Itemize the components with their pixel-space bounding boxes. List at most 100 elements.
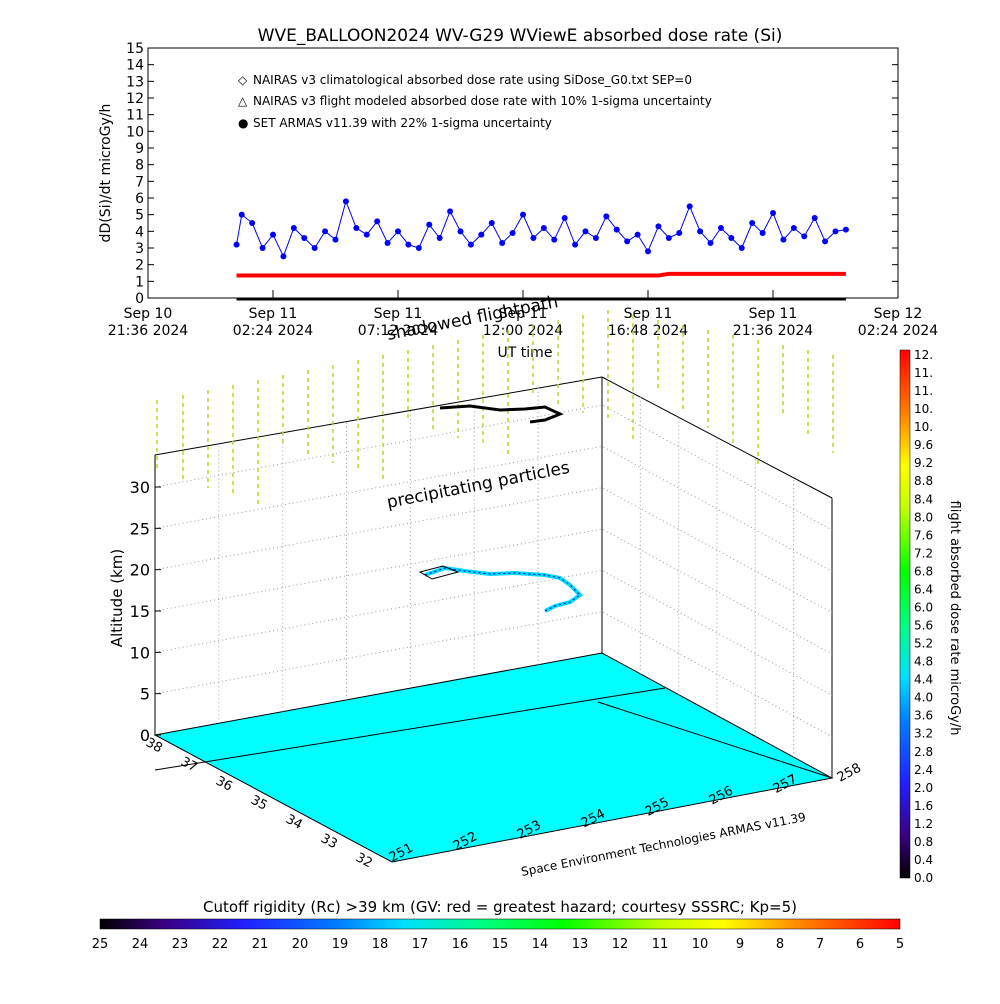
longitude-tick-label: 258 <box>835 761 864 786</box>
legend-symbol-armas: ● <box>238 116 248 130</box>
cutoff-tick-label: 7 <box>816 937 824 952</box>
x-tick-label-time: 21:36 2024 <box>733 323 814 339</box>
dose-rate-tick-label: 4.0 <box>914 691 933 705</box>
precipitating-particles-label: precipitating particles <box>385 458 571 513</box>
dose-rate-tick-label: 2.4 <box>914 763 933 777</box>
x-tick-label-date: Sep 11 <box>249 306 298 322</box>
cutoff-tick-label: 25 <box>92 937 109 952</box>
x-tick-label-date: Sep 11 <box>374 306 423 322</box>
armas-point <box>655 223 662 230</box>
armas-point <box>426 221 433 228</box>
latitude-tick-label: 32 <box>353 850 375 871</box>
3d-plot: shadowed flightpath precipitating partic… <box>108 292 864 879</box>
armas-point <box>801 233 808 240</box>
cutoff-colorbar <box>99 918 901 930</box>
x-tick-label-date: Sep 11 <box>624 306 673 322</box>
wall-grid <box>154 384 833 758</box>
cutoff-tick-label: 6 <box>856 937 864 952</box>
y-tick-label: 11 <box>126 108 144 124</box>
shadow-outline <box>418 565 460 580</box>
y-tick-label: 6 <box>135 191 144 207</box>
top-chart-title: WVE_BALLOON2024 WV-G29 WViewE absorbed d… <box>258 26 783 46</box>
cutoff-tick-label: 20 <box>292 937 309 952</box>
dose-rate-tick-label: 1.2 <box>914 817 933 831</box>
top-y-axis-label: dD(Si)/dt microGy/h <box>98 104 114 243</box>
legend-symbol-nairas-flight: △ <box>238 94 248 108</box>
x-tick-label-time: 12:00 2024 <box>483 323 564 339</box>
x-tick-label-date: Sep 11 <box>499 306 548 322</box>
latitude-tick-label: 36 <box>213 774 235 795</box>
x-tick-label-time: 21:36 2024 <box>108 323 189 339</box>
dose-rate-colorbar-label: flight absorbed dose rate microGy/h <box>947 501 962 736</box>
dose-rate-tick-label: 7.6 <box>914 528 933 542</box>
latitude-tick-label: 38 <box>143 735 165 756</box>
cutoff-tick-label: 11 <box>652 937 669 952</box>
dose-rate-tick-label: 5.2 <box>914 637 933 651</box>
armas-point <box>509 230 516 236</box>
y-tick-label: 13 <box>126 74 144 90</box>
x-tick-label-date: Sep 10 <box>124 306 173 322</box>
dose-rate-tick-label: 9.2 <box>914 456 933 470</box>
wall-top-left <box>154 376 603 456</box>
y-tick-label: 1 <box>135 274 144 290</box>
dose-rate-tick-label: 12. <box>914 348 933 362</box>
armas-point <box>415 245 422 251</box>
armas-point <box>405 241 412 248</box>
altitude-axis-label: Altitude (km) <box>108 549 126 647</box>
armas-point <box>811 215 818 221</box>
y-tick-label: 2 <box>135 258 144 274</box>
wall-grid-line <box>154 569 833 696</box>
dose-rate-tick-label: 0.8 <box>914 835 933 849</box>
y-tick-label: 14 <box>126 58 144 74</box>
armas-point <box>770 210 776 216</box>
armas-point <box>488 220 495 226</box>
legend-label-nairas-clim: NAIRAS v3 climatological absorbed dose r… <box>253 73 692 87</box>
dose-rate-colorbar <box>899 349 911 879</box>
armas-point <box>290 225 297 231</box>
armas-point <box>707 240 714 246</box>
altitude-tick-label: 10 <box>130 643 150 662</box>
armas-point <box>530 235 537 241</box>
armas-point <box>280 253 287 260</box>
dose-rate-tick-label: 4.8 <box>914 655 933 669</box>
dose-rate-tick-label: 8.4 <box>914 492 933 506</box>
top-x-axis-label: UT time <box>498 345 553 361</box>
altitude-tick-label: 5 <box>140 685 150 704</box>
armas-point <box>842 226 849 233</box>
armas-point <box>322 228 329 235</box>
surface-line-b <box>597 701 833 779</box>
cutoff-tick-label: 13 <box>572 937 589 952</box>
wall-grid-line <box>154 528 833 655</box>
dose-rate-tick-label: 1.6 <box>914 799 933 813</box>
armas-point <box>728 235 735 241</box>
altitude-tick-label: 0 <box>140 726 150 745</box>
altitude-tick-label: 30 <box>130 478 150 497</box>
cutoff-tick-label: 15 <box>492 937 509 952</box>
armas-point <box>832 228 839 235</box>
cutoff-colorbar-label: Cutoff rigidity (Rc) >39 km (GV: red = g… <box>203 898 797 916</box>
cutoff-tick-label: 21 <box>252 937 269 952</box>
wall-grid-line <box>154 445 833 572</box>
armas-point <box>342 198 349 205</box>
y-tick-label: 7 <box>135 174 144 190</box>
flight-track <box>424 565 584 613</box>
legend-label-nairas-flight: NAIRAS v3 flight modeled absorbed dose r… <box>253 94 712 108</box>
armas-point <box>233 241 240 248</box>
armas-point <box>270 231 276 238</box>
armas-point <box>332 236 339 243</box>
y-tick-label: 12 <box>126 91 144 107</box>
armas-point <box>467 241 474 248</box>
surface-line-a <box>154 687 666 771</box>
dose-rate-tick-label: 6.8 <box>914 564 933 578</box>
armas-point <box>374 218 381 225</box>
dose-rate-tick-label: 3.6 <box>914 709 933 723</box>
armas-point <box>676 230 683 236</box>
altitude-tick-label: 20 <box>130 561 150 580</box>
latitude-tick-label: 37 <box>178 754 200 775</box>
armas-point <box>822 238 829 245</box>
y-tick-label: 0 <box>135 291 144 307</box>
wall-top-right <box>601 376 833 499</box>
armas-point <box>551 236 558 243</box>
